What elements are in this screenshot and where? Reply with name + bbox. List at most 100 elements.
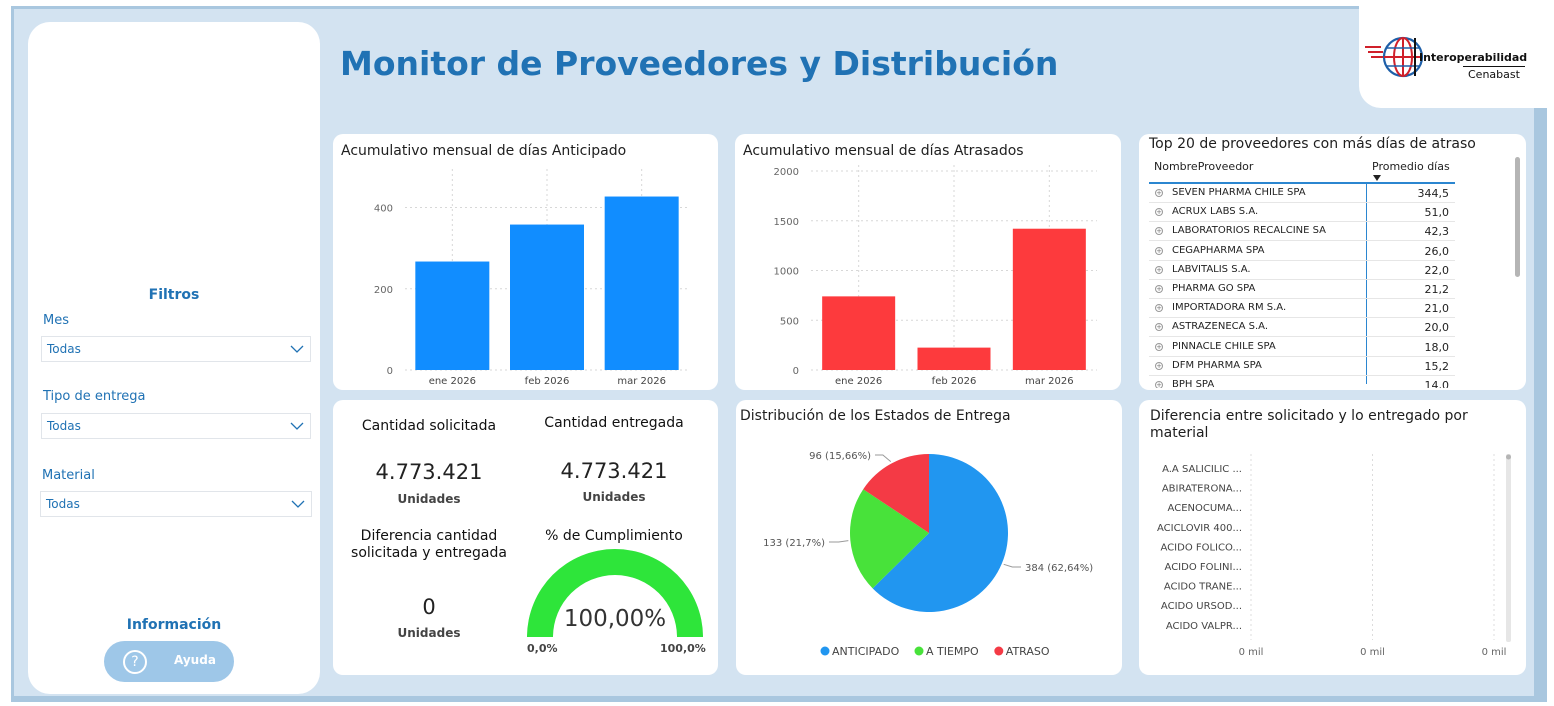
delivery-status-title: Distribución de los Estados de Entrega [740, 408, 1011, 424]
logo-text-bottom: Cenabast [1468, 68, 1520, 81]
info-heading: Información [126, 617, 222, 633]
expand-icon[interactable]: + [1155, 208, 1163, 217]
help-button[interactable]: ? Ayuda [104, 641, 234, 682]
y-tick-label: 0 [793, 366, 799, 377]
difference-label-line1: Diferencia cantidad [360, 528, 498, 544]
expand-icon[interactable]: + [1155, 246, 1163, 255]
y-tick-label: 2000 [774, 167, 799, 178]
kpi-card [333, 400, 718, 675]
help-button-label: Ayuda [174, 653, 216, 667]
delayed-bar-chart: 0 500 1000 1500 2000 ene 2026 feb 2026 mar 2026 [774, 165, 1097, 387]
column-header-name[interactable]: NombreProveedor [1154, 160, 1254, 173]
delivered-unit: Unidades [582, 490, 646, 504]
delivery-status-pie: 384 (62,64%) 133 (21,7%) 96 (15,66%) ANTICI… [763, 451, 1093, 658]
bar [510, 224, 584, 370]
table-row[interactable]: + PINNACLE CHILE SPA 18,0 [1149, 338, 1455, 357]
average-days: 344,5 [1417, 187, 1450, 200]
table-row-clip: + BPH SPA 14,0 [1149, 376, 1455, 388]
delivery-type-dropdown-value: Todas [47, 419, 81, 433]
average-days: 51,0 [1424, 206, 1450, 220]
difference-unit: Unidades [397, 626, 461, 640]
gauge-fill [527, 549, 703, 637]
bar [604, 196, 679, 370]
expand-icon[interactable]: + [1155, 304, 1163, 313]
question-icon: ? [123, 650, 147, 674]
table-row[interactable]: + SEVEN PHARMA CHILE SPA 344,5 [1149, 184, 1455, 203]
scrollbar[interactable] [1515, 157, 1520, 277]
sort-desc-icon [1373, 175, 1381, 181]
delivered-label: Cantidad entregada [544, 415, 684, 431]
average-days: 26,0 [1424, 244, 1450, 258]
expand-icon[interactable]: + [1155, 227, 1163, 236]
supplier-name: DFM PHARMA SPA [1172, 359, 1262, 371]
table-row[interactable]: + IMPORTADORA RM S.A. 21,0 [1149, 299, 1455, 319]
y-tick-label: ACIDO VALPR... [1166, 621, 1242, 632]
y-tick-label: ACIDO URSOD... [1161, 601, 1242, 612]
material-diff-title: Diferencia entre solicitado y lo entrega… [1150, 408, 1468, 441]
supplier-name: CEGAPHARMA SPA [1172, 244, 1265, 256]
supplier-name: ACRUX LABS S.A. [1172, 206, 1259, 218]
supplier-name: LABORATORIOS RECALCINE SA [1172, 225, 1327, 237]
expand-icon[interactable]: + [1155, 381, 1163, 388]
pie-slice [850, 489, 929, 589]
data-label: 384 (62,64%) [1025, 563, 1093, 574]
filter-label-month: Mes [43, 313, 69, 328]
month-dropdown[interactable]: Todas [41, 336, 311, 362]
delivery-type-dropdown[interactable]: Todas [41, 413, 311, 439]
material-diff-card [1139, 400, 1526, 675]
compliance-label: % de Cumplimiento [545, 528, 683, 544]
table-row[interactable]: + CEGAPHARMA SPA 26,0 [1149, 242, 1455, 261]
requested-value: 4.773.421 [375, 460, 483, 484]
leader-line [829, 540, 849, 543]
expand-icon[interactable]: + [1155, 323, 1163, 332]
leader-line [875, 454, 892, 462]
table-row[interactable]: + ASTRAZENECA S.A. 20,0 [1149, 318, 1455, 338]
x-tick-label: 0 mil [1360, 647, 1385, 658]
filters-heading: Filtros [148, 287, 200, 303]
x-tick-label: feb 2026 [932, 376, 977, 387]
average-days: 15,2 [1424, 359, 1450, 373]
y-tick-label: A.A SALICILIC ... [1162, 464, 1242, 475]
anticipated-bar-chart: 0 200 400 ene 2026 feb 2026 mar 2026 [374, 169, 689, 387]
table-row[interactable]: + ACRUX LABS S.A. 51,0 [1149, 203, 1455, 223]
supplier-name: BPH SPA [1172, 379, 1215, 388]
table-header-rule [1149, 182, 1455, 184]
month-dropdown-value: Todas [47, 342, 81, 356]
material-dropdown[interactable]: Todas [40, 491, 312, 517]
compliance-value: 100,00% [563, 606, 667, 632]
expand-icon[interactable]: + [1155, 342, 1163, 351]
y-tick-label: 0 [387, 366, 393, 377]
top20-table: NombreProveedor Promedio días [1149, 154, 1455, 384]
legend-label: ANTICIPADO [832, 645, 900, 658]
bar [415, 261, 490, 370]
table-row[interactable]: + DFM PHARMA SPA 15,2 [1149, 357, 1455, 376]
logo: Interoperabilidad Cenabast [1359, 6, 1548, 108]
supplier-name: PHARMA GO SPA [1172, 283, 1256, 294]
bar [822, 296, 896, 370]
table-row[interactable]: + PHARMA GO SPA 21,2 [1149, 280, 1455, 299]
leader-line [1003, 563, 1021, 568]
table-row[interactable]: + LABVITALIS S.A. 22,0 [1149, 261, 1455, 280]
x-tick-label: 0 mil [1239, 647, 1264, 658]
pie-slice [872, 454, 1008, 612]
expand-icon[interactable]: + [1155, 361, 1163, 370]
y-tick-label: 400 [374, 204, 393, 215]
anticipated-chart-title: Acumulativo mensual de días Anticipado [341, 143, 627, 159]
gauge-min-label: 0,0% [527, 642, 558, 655]
supplier-name: PINNACLE CHILE SPA [1172, 340, 1276, 352]
y-tick-label: 200 [374, 285, 393, 296]
expand-icon[interactable]: + [1155, 189, 1163, 197]
filter-label-material: Material [42, 468, 95, 483]
y-tick-label: ACENOCUMA... [1168, 503, 1242, 514]
expand-icon[interactable]: + [1155, 285, 1163, 293]
average-days: 22,0 [1424, 263, 1450, 277]
table-row[interactable]: + LABORATORIOS RECALCINE SA 42,3 [1149, 222, 1455, 242]
gauge-max-label: 100,0% [660, 642, 706, 655]
chevron-down-icon [290, 345, 304, 353]
column-header-value[interactable]: Promedio días [1372, 160, 1450, 173]
expand-icon[interactable]: + [1155, 265, 1163, 274]
delivered-value: 4.773.421 [560, 459, 668, 483]
table-row[interactable]: + BPH SPA 14,0 [1149, 376, 1455, 388]
requested-label: Cantidad solicitada [361, 418, 497, 434]
material-diff-bar-chart: 0 mil 0 mil 0 mil A.A SALICILIC ... ABIRATER… [1157, 454, 1511, 658]
